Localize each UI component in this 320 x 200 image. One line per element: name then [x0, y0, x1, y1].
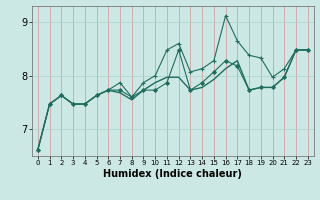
X-axis label: Humidex (Indice chaleur): Humidex (Indice chaleur) — [103, 169, 242, 179]
